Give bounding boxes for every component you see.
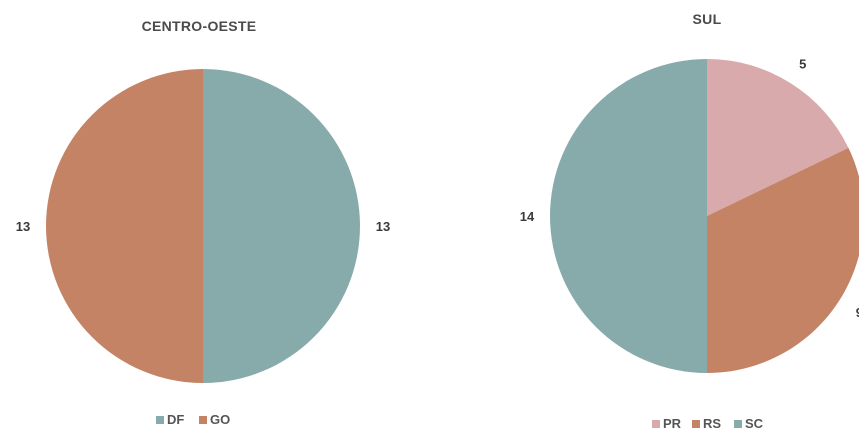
legend-swatch-rs — [692, 420, 700, 428]
pie-slice-pr — [707, 59, 849, 216]
data-label-sc: 14 — [520, 209, 535, 224]
chart-title: SUL — [693, 11, 722, 27]
legend-label-go: GO — [210, 412, 230, 427]
legend-swatch-go — [199, 416, 207, 424]
pie-slices — [550, 59, 859, 373]
legend: PR RS SC — [652, 416, 764, 430]
legend-label-pr: PR — [663, 416, 682, 430]
legend: DF GO — [156, 412, 230, 427]
legend-label-df: DF — [167, 412, 184, 427]
data-labels: 13 13 — [16, 219, 390, 234]
chart-title: CENTRO-OESTE — [142, 18, 257, 34]
pie-slice-go — [46, 69, 203, 383]
legend-label-rs: RS — [703, 416, 721, 430]
pie-slice-sc — [550, 59, 707, 373]
data-label-df: 13 — [376, 219, 390, 234]
legend-label-sc: SC — [745, 416, 764, 430]
legend-swatch-sc — [734, 420, 742, 428]
data-labels: 5 9 14 — [520, 57, 859, 320]
legend-swatch-pr — [652, 420, 660, 428]
chart-centro-oeste: CENTRO-OESTE 13 13 DF GO — [16, 18, 390, 427]
pie-slice-df — [203, 69, 360, 383]
pie-slice-rs — [707, 147, 859, 373]
pie-slices — [46, 69, 360, 383]
data-label-pr: 5 — [799, 57, 806, 72]
chart-sul: SUL 5 9 14 PR RS SC — [520, 11, 859, 430]
data-label-go: 13 — [16, 219, 30, 234]
legend-swatch-df — [156, 416, 164, 424]
data-label-rs: 9 — [856, 305, 859, 320]
